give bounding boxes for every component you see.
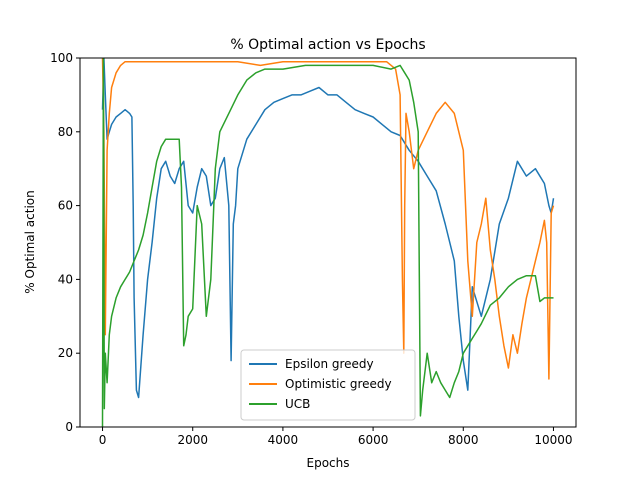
y-tick-label: 100 (50, 51, 73, 65)
axes-frame (79, 57, 577, 428)
series-layer (101, 58, 555, 427)
y-axis: 0 20 40 60 80 100 (50, 51, 80, 434)
y-tick-label: 60 (58, 199, 73, 213)
y-tick-label: 80 (58, 125, 73, 139)
series-line-epsilon-greedy (101, 58, 555, 399)
legend-label-ucb: UCB (285, 397, 310, 411)
x-axis: 0 2000 4000 6000 8000 10000 (99, 427, 573, 447)
x-tick-label: 8000 (448, 433, 479, 447)
x-tick-label: 2000 (177, 433, 208, 447)
y-axis-label: % Optimal action (23, 190, 37, 293)
x-tick-label: 6000 (358, 433, 389, 447)
chart-legend: Epsilon greedy Optimistic greedy UCB (240, 349, 416, 421)
x-tick-label: 4000 (268, 433, 299, 447)
chart-title: % Optimal action vs Epochs (230, 37, 425, 53)
legend-box (240, 349, 416, 421)
axes-border (79, 57, 577, 428)
legend-label-epsilon-greedy: Epsilon greedy (285, 357, 374, 371)
series-line-optimistic-greedy (101, 58, 555, 380)
x-tick-label: 10000 (534, 433, 572, 447)
x-tick-label: 0 (99, 433, 107, 447)
y-tick-label: 40 (58, 272, 73, 286)
legend-label-optimistic-greedy: Optimistic greedy (285, 377, 392, 391)
series-line-ucb (101, 58, 554, 427)
x-axis-label: Epochs (307, 456, 350, 470)
y-tick-label: 20 (58, 346, 73, 360)
y-tick-label: 0 (65, 420, 73, 434)
